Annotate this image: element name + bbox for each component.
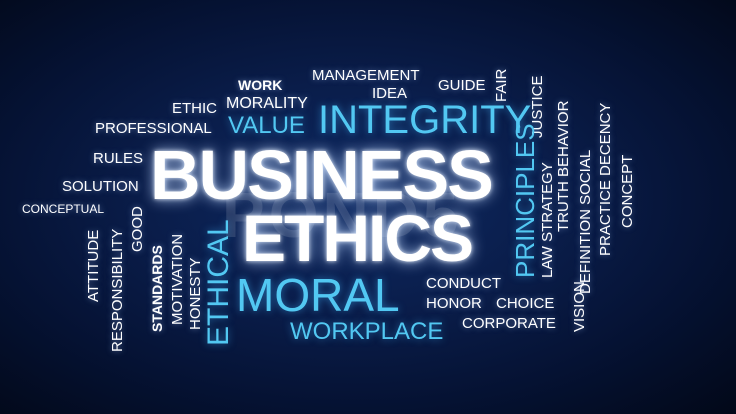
word-ethic: ETHIC — [172, 100, 217, 117]
hero-word-business: BUSINESS — [150, 136, 494, 214]
hero-word-ethics: ETHICS — [242, 201, 474, 275]
word-responsibility: RESPONSIBILITY — [109, 228, 126, 352]
word-definition: DEFINITION — [577, 209, 594, 294]
word-standards: STANDARDS — [149, 245, 165, 332]
word-concept: CONCEPT — [619, 154, 636, 228]
word-truth-behavior: TRUTH BEHAVIOR — [555, 100, 572, 232]
word-value: VALUE — [228, 112, 305, 139]
word-choice: CHOICE — [496, 295, 555, 312]
word-corporate: CORPORATE — [462, 315, 556, 332]
word-good: GOOD — [129, 206, 146, 252]
word-practice-decency: PRACTICE DECENCY — [597, 102, 614, 256]
word-decency: DECENCY — [597, 102, 614, 176]
word-morality: MORALITY — [226, 95, 308, 112]
word-conduct: CONDUCT — [426, 275, 501, 292]
word-practice: PRACTICE — [597, 180, 614, 256]
word-law: LAW — [539, 246, 556, 278]
word-honesty: HONESTY — [187, 257, 204, 330]
word-professional: PROFESSIONAL — [95, 120, 212, 137]
word-strategy: STRATEGY — [539, 162, 556, 242]
word-guide: GUIDE — [438, 77, 486, 94]
word-attitude: ATTITUDE — [85, 229, 102, 302]
word-work: WORK — [238, 77, 283, 93]
word-integrity: INTEGRITY — [318, 98, 532, 142]
word-behavior: BEHAVIOR — [555, 100, 572, 177]
word-truth: TRUTH — [555, 181, 572, 232]
word-definition-social: DEFINITION SOCIAL — [577, 149, 594, 294]
word-idea: IDEA — [372, 85, 408, 102]
word-law-strategy: LAW STRATEGY — [539, 162, 556, 278]
word-conceptual: CONCEPTUAL — [22, 202, 105, 216]
word-honor: HONOR — [426, 295, 482, 312]
word-motivation: MOTIVATION — [169, 233, 186, 325]
word-fair: FAIR — [493, 68, 510, 102]
word-social: SOCIAL — [577, 149, 594, 205]
word-principles: PRINCIPLES — [510, 123, 540, 278]
word-rules: RULES — [93, 150, 144, 167]
word-ethical: ETHICAL — [202, 219, 235, 346]
word-workplace: WORKPLACE — [290, 318, 444, 345]
word-management: MANAGEMENT — [312, 67, 420, 84]
word-solution: SOLUTION — [62, 178, 139, 195]
word-moral: MORAL — [236, 269, 400, 321]
